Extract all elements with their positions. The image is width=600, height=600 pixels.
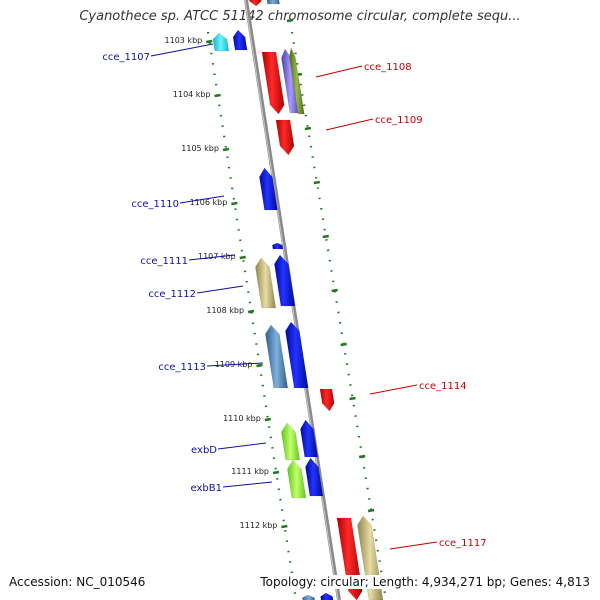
- gene-cce-1114[interactable]: [319, 388, 335, 412]
- gene-exbD-blue[interactable]: [300, 419, 319, 458]
- tick-mark: [239, 255, 246, 260]
- inner-dotted-ring: [206, 31, 298, 600]
- tick-mark: [256, 363, 263, 368]
- tick-mark: [222, 147, 230, 152]
- leader-line-cce_1108: [315, 65, 363, 78]
- outer-tick-mark: [331, 288, 338, 293]
- tick-label: 1111 kbp: [231, 467, 269, 476]
- leader-line-cce_1113: [206, 362, 264, 367]
- gene-label-cce-1111[interactable]: cce_1111: [140, 256, 188, 267]
- gene-features[interactable]: [212, 0, 384, 600]
- gene-label-cce-1117[interactable]: cce_1117: [439, 538, 487, 549]
- tick-mark: [206, 39, 213, 44]
- tick-label: 1106 kbp: [190, 198, 228, 207]
- gene-labels[interactable]: cce_1107 cce_1108 cce_1109 cce_1110 cce_1111…: [102, 43, 487, 550]
- gene-cce-1112[interactable]: [274, 254, 296, 307]
- gene-cce-1110[interactable]: [259, 167, 278, 211]
- tick-label: 1104 kbp: [173, 90, 211, 99]
- gene-top-steel[interactable]: [266, 0, 280, 5]
- outer-tick-mark: [313, 180, 321, 185]
- gene-cce-1109[interactable]: [275, 119, 295, 156]
- tick-mark: [264, 417, 272, 422]
- gene-label-cce-1114[interactable]: cce_1114: [419, 381, 467, 392]
- tick-label: 1105 kbp: [181, 144, 219, 153]
- outer-tick-mark: [304, 126, 312, 131]
- outer-tick-mark: [340, 342, 347, 347]
- leader-line-exbB1: [222, 481, 273, 488]
- topology-text: Topology: circular; Length: 4,934,271 bp…: [258, 575, 590, 589]
- tick-label: 1110 kbp: [223, 414, 261, 423]
- gene-label-cce-1112[interactable]: cce_1112: [148, 289, 196, 300]
- gene-label-cce-1113[interactable]: cce_1113: [158, 362, 206, 373]
- gene-cce-1113[interactable]: [265, 324, 289, 389]
- gene-exbB1-blue[interactable]: [305, 457, 324, 497]
- tick-mark: [247, 309, 255, 314]
- gene-cce-1111[interactable]: [255, 257, 277, 309]
- leader-line-cce_1109: [325, 118, 374, 131]
- leader-line-cce_1117: [389, 541, 438, 550]
- gene-1113-blue[interactable]: [285, 321, 309, 389]
- tick-mark: [214, 93, 221, 98]
- outer-tick-mark: [358, 454, 366, 459]
- outer-tick-mark: [322, 234, 329, 239]
- gene-exbB1[interactable]: [287, 459, 307, 499]
- gene-1111-small[interactable]: [272, 242, 284, 250]
- leader-line-cce_1110: [179, 195, 225, 204]
- leader-line-exbD: [217, 442, 267, 450]
- tick-mark: [281, 524, 288, 529]
- gene-label-exbb1[interactable]: exbB1: [191, 483, 222, 494]
- leader-line-cce_1112: [196, 285, 244, 294]
- tick-label: 1103 kbp: [165, 36, 203, 45]
- outer-tick-mark: [286, 18, 294, 23]
- gene-label-cce-1107[interactable]: cce_1107: [102, 52, 150, 63]
- map-title: Cyanothece sp. ATCC 51142 chromosome cir…: [79, 9, 521, 24]
- leader-line-cce_1114: [369, 384, 418, 395]
- leader-line-cce_1107: [150, 43, 214, 57]
- outer-dotted-ring: [290, 31, 388, 600]
- accession-text: Accession: NC_010546: [9, 575, 146, 589]
- gene-label-cce-1108[interactable]: cce_1108: [364, 62, 412, 73]
- tick-label: 1108 kbp: [206, 306, 244, 315]
- tick-mark: [272, 470, 280, 475]
- gene-label-cce-1109[interactable]: cce_1109: [375, 115, 423, 126]
- outer-tick-mark: [349, 396, 356, 401]
- leader-line-cce_1111: [188, 254, 236, 261]
- tick-mark: [231, 201, 238, 206]
- gene-bottom-steel[interactable]: [302, 594, 316, 600]
- gene-1108-olive[interactable]: [289, 47, 305, 115]
- gene-exbD[interactable]: [281, 422, 301, 461]
- gene-label-cce-1110[interactable]: cce_1110: [131, 199, 179, 210]
- outer-tick-mark: [367, 508, 375, 513]
- tick-label: 1112 kbp: [240, 521, 278, 530]
- gene-label-exbd[interactable]: exbD: [191, 445, 217, 456]
- gene-cce-1108[interactable]: [261, 51, 285, 115]
- gene-1107-blue[interactable]: [232, 29, 248, 51]
- gene-top-red[interactable]: [248, 0, 262, 7]
- gene-cce-1107[interactable]: [212, 32, 230, 52]
- gene-bottom-blue[interactable]: [320, 592, 334, 600]
